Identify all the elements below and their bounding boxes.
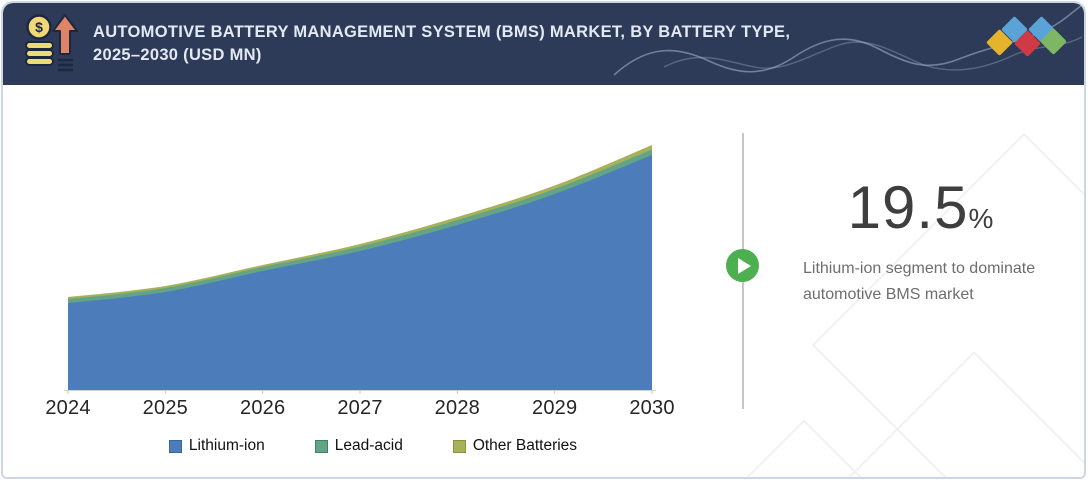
title-line-2: 2025–2030 (USD MN) xyxy=(93,46,262,64)
legend-label: Lead-acid xyxy=(334,437,403,454)
stat-description-line-2: automotive BMS market xyxy=(803,286,974,303)
stat-description-line-1: Lithium-ion segment to dominate xyxy=(803,260,1036,277)
brand-logo xyxy=(986,16,1068,69)
x-axis-label: 2026 xyxy=(240,397,286,419)
highlight-stat: 19.5% Lithium-ion segment to dominate au… xyxy=(803,173,1038,308)
chart-legend: Lithium-ion Lead-acid Other Batteries xyxy=(43,437,703,455)
x-axis-label: 2029 xyxy=(532,397,578,419)
title-line-1: AUTOMOTIVE BATTERY MANAGEMENT SYSTEM (BM… xyxy=(93,23,791,41)
x-axis-label: 2028 xyxy=(434,397,480,419)
main-content: 2024 2025 2026 2027 2028 2029 2030 Lithium-ion… xyxy=(3,85,1084,477)
stat-number-row: 19.5% xyxy=(803,173,1038,242)
stat-value: 19.5 xyxy=(847,174,969,241)
legend-swatch xyxy=(168,439,182,453)
page-title: AUTOMOTIVE BATTERY MANAGEMENT SYSTEM (BM… xyxy=(93,21,790,67)
stat-unit: % xyxy=(968,203,994,234)
svg-text:$: $ xyxy=(35,19,43,35)
x-axis-label: 2025 xyxy=(142,397,188,419)
legend-swatch xyxy=(314,439,328,453)
legend-swatch xyxy=(452,439,466,453)
chart-canvas xyxy=(64,145,656,394)
play-icon xyxy=(738,257,751,274)
legend-label: Lithium-ion xyxy=(188,437,265,454)
legend-item-lead-acid: Lead-acid xyxy=(314,437,403,455)
header-banner: $ AUTOMOTIVE BATTERY MANAGEMENT SYSTEM (… xyxy=(3,3,1084,85)
stat-description: Lithium-ion segment to dominate automoti… xyxy=(803,256,1038,308)
x-axis-label: 2027 xyxy=(337,397,383,419)
area-series-lithium-ion xyxy=(68,155,652,390)
money-growth-icon: $ xyxy=(25,14,78,72)
x-axis-label: 2024 xyxy=(45,397,91,419)
legend-item-other-batteries: Other Batteries xyxy=(452,437,578,455)
x-axis-labels: 2024 2025 2026 2027 2028 2029 2030 xyxy=(43,397,703,421)
stacked-area-chart xyxy=(43,125,703,395)
play-button[interactable] xyxy=(726,249,759,282)
x-axis-label: 2030 xyxy=(629,397,675,419)
legend-label: Other Batteries xyxy=(472,437,578,454)
legend-item-lithium-ion: Lithium-ion xyxy=(168,437,265,455)
